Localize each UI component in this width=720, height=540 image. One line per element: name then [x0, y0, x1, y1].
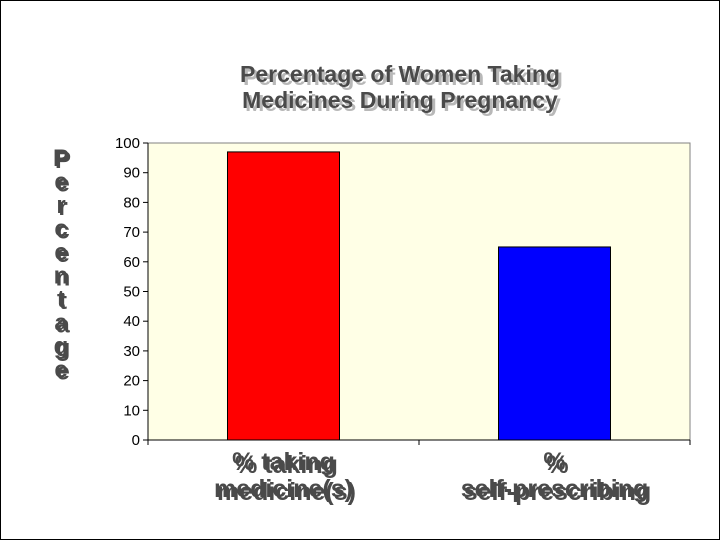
chart-title-shadow: Medicines During Pregnancy: [245, 90, 561, 116]
y-tick-label: 10: [123, 402, 140, 419]
x-category-label: medicine(s): [214, 475, 353, 503]
y-tick-label: 80: [123, 194, 140, 211]
y-axis-label-shadow: e: [56, 171, 69, 198]
y-axis-label-letter: P: [53, 145, 69, 172]
x-category-label: % taking: [232, 448, 335, 476]
y-axis-label-shadow: c: [56, 218, 69, 245]
y-axis-label-shadow: g: [56, 335, 71, 362]
y-axis-label-shadow: t: [59, 288, 67, 315]
y-tick-label: 40: [123, 313, 140, 330]
x-category-label-shadow: self-prescribing: [464, 478, 652, 506]
y-ticks: 0 10 20 30 40 50 60 70 80 90 100: [115, 135, 148, 449]
y-tick-label: 50: [123, 284, 140, 301]
y-axis-label-letter: a: [54, 310, 68, 337]
y-tick-label: 90: [123, 165, 140, 182]
y-axis-label-shadow: e: [56, 241, 69, 268]
y-tick-label: 20: [123, 373, 140, 390]
y-axis-label-letter: t: [57, 286, 65, 313]
chart-title-line: Medicines During Pregnancy: [242, 87, 558, 113]
chart-title-shadow: Percentage of Women Taking: [243, 64, 563, 90]
y-axis-label-shadow: r: [58, 194, 67, 221]
y-axis-label-letter: e: [54, 357, 67, 384]
y-tick-label: 60: [123, 254, 140, 271]
x-category-label: self-prescribing: [461, 475, 649, 503]
bars: [227, 151, 611, 441]
bar: [227, 151, 340, 441]
bar: [498, 246, 611, 441]
y-axis-label-letter: e: [54, 169, 67, 196]
x-category-label: %: [543, 448, 565, 476]
y-tick-label: 70: [123, 224, 140, 241]
y-axis-label-shadow: P: [55, 147, 71, 174]
y-axis-label-letter: r: [56, 192, 65, 219]
y-axis-label-shadow: e: [56, 359, 69, 386]
y-tick-label: 0: [132, 432, 140, 449]
x-category-label-shadow: %: [546, 451, 568, 479]
chart-title-line: Percentage of Women Taking: [240, 61, 560, 87]
x-category-label-shadow: % taking: [235, 451, 338, 479]
y-tick-label: 30: [123, 343, 140, 360]
x-category-labels: % taking% takingmedicine(s)medicine(s)%%…: [214, 448, 651, 506]
y-axis-label-letter: g: [54, 333, 69, 360]
y-axis-label-letter: e: [54, 239, 67, 266]
y-tick-label: 100: [115, 135, 140, 152]
x-category-label-shadow: medicine(s): [217, 478, 356, 506]
y-axis-label-letter: n: [54, 263, 69, 290]
y-axis-label-shadow: a: [56, 312, 70, 339]
y-axis-label-shadow: n: [56, 265, 71, 292]
y-axis-label-letter: c: [54, 216, 67, 243]
